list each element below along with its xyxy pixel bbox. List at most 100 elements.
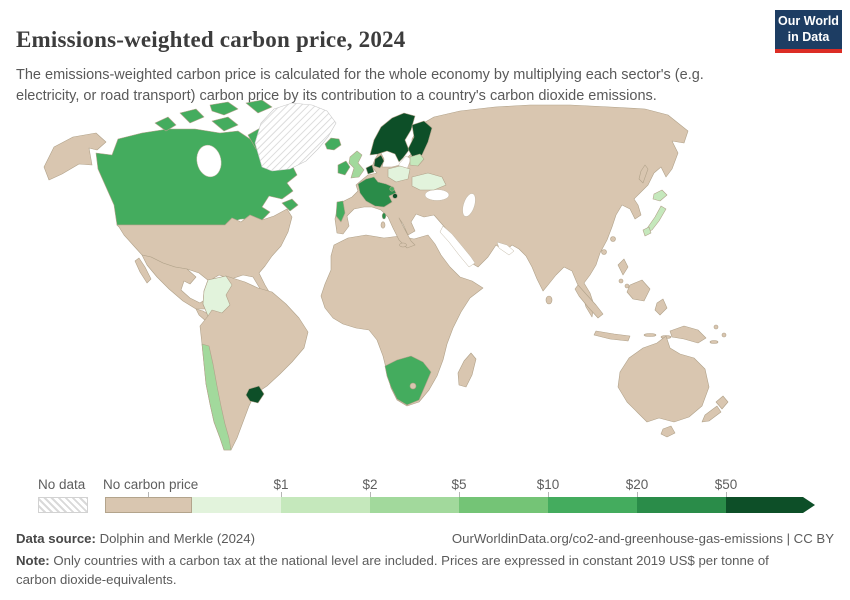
legend-bin-20-50[interactable]	[637, 497, 726, 513]
note-label: Note:	[16, 553, 50, 568]
island-taiwan[interactable]	[610, 236, 616, 242]
owid-logo[interactable]: Our World in Data	[775, 10, 842, 53]
island-sardinia[interactable]	[380, 221, 386, 229]
country-madagascar[interactable]	[457, 352, 477, 388]
country-ireland[interactable]	[337, 160, 351, 176]
country-mexico-baja[interactable]	[134, 257, 152, 284]
chart-subtitle: The emissions-weighted carbon price is c…	[16, 66, 704, 104]
legend-tick-label: $10	[536, 477, 560, 492]
country-netherlands[interactable]	[365, 164, 375, 175]
country-scandinavia[interactable]	[369, 112, 416, 163]
country-canada-newfoundland[interactable]	[281, 198, 299, 212]
legend-tick	[148, 492, 149, 497]
island-corsica[interactable]	[381, 212, 387, 220]
island-sulawesi[interactable]	[654, 298, 668, 316]
island-tasmania[interactable]	[660, 425, 676, 438]
legend-bin-50plus[interactable]	[726, 497, 815, 513]
legend-no-price-swatch[interactable]	[105, 497, 192, 513]
island-solomon[interactable]	[713, 324, 719, 330]
legend-tick-label: $1	[273, 477, 289, 492]
data-source: Data source: Dolphin and Merkle (2024)	[16, 531, 255, 546]
country-japan-hokkaido[interactable]	[652, 189, 668, 202]
country-canada-island[interactable]	[154, 116, 177, 132]
map-legend: No data No carbon price $1 $2 $5 $10 $20 $50	[0, 477, 850, 519]
country-slovenia[interactable]	[389, 186, 395, 192]
country-philippines-island[interactable]	[618, 278, 624, 284]
legend-bin-5-10[interactable]	[459, 497, 548, 513]
legend-tick-label: $5	[451, 477, 467, 492]
island-sakhalin[interactable]	[638, 164, 649, 184]
country-poland[interactable]	[387, 165, 411, 183]
data-source-label: Data source:	[16, 531, 96, 546]
country-switzerland[interactable]	[392, 193, 398, 199]
country-philippines-island[interactable]	[624, 283, 630, 289]
sea-black	[424, 189, 450, 201]
island-borneo[interactable]	[626, 279, 651, 302]
country-chile[interactable]	[201, 343, 232, 451]
island-hainan[interactable]	[601, 249, 607, 255]
legend-tick	[459, 492, 460, 497]
country-baltics[interactable]	[409, 153, 425, 167]
legend-tick-label: $50	[714, 477, 738, 492]
country-japan-kyushu[interactable]	[642, 226, 652, 237]
legend-bin-1-2[interactable]	[281, 497, 370, 513]
country-portugal[interactable]	[335, 200, 346, 223]
legend-no-data-label: No data	[38, 477, 86, 492]
page-title: Emissions-weighted carbon price, 2024	[16, 27, 406, 53]
country-philippines[interactable]	[617, 258, 629, 276]
country-nz-north[interactable]	[715, 395, 729, 410]
country-canada-island[interactable]	[211, 116, 239, 132]
country-denmark[interactable]	[373, 154, 385, 169]
island-vanuatu[interactable]	[721, 332, 727, 338]
country-finland[interactable]	[407, 120, 433, 159]
country-nz-south[interactable]	[701, 405, 722, 423]
sea-hudson-bay	[196, 144, 222, 178]
island-sri-lanka[interactable]	[545, 295, 553, 305]
country-australia[interactable]	[617, 335, 710, 423]
country-uk[interactable]	[348, 150, 365, 179]
legend-bin-2-5[interactable]	[370, 497, 459, 513]
sea-persian-gulf	[496, 241, 515, 256]
country-south-africa[interactable]	[384, 355, 432, 406]
legend-gradient-bar	[192, 497, 815, 513]
island-java[interactable]	[593, 330, 631, 342]
owid-link[interactable]: OurWorldinData.org/co2-and-greenhouse-ga…	[451, 531, 834, 546]
data-source-value: Dolphin and Merkle (2024)	[99, 531, 255, 546]
country-france[interactable]	[357, 176, 397, 208]
island-new-caledonia[interactable]	[709, 340, 719, 344]
legend-tick	[370, 492, 371, 497]
country-canada-island[interactable]	[245, 99, 273, 114]
country-colombia[interactable]	[202, 275, 233, 317]
country-greenland[interactable]	[254, 102, 337, 172]
legend-tick	[637, 492, 638, 497]
owid-logo-line1: Our World	[778, 13, 839, 28]
legend-tick-label: $2	[362, 477, 378, 492]
footer-source-row: Data source: Dolphin and Merkle (2024) O…	[16, 531, 834, 546]
country-alaska[interactable]	[43, 132, 107, 181]
footer-note: Note: Only countries with a carbon tax a…	[16, 552, 796, 589]
country-canada-island[interactable]	[179, 108, 205, 124]
country-ukraine[interactable]	[411, 172, 447, 191]
legend-tick	[726, 492, 727, 497]
country-lesotho[interactable]	[409, 382, 417, 390]
legend-no-price-label: No carbon price	[103, 477, 199, 492]
legend-tick	[281, 492, 282, 497]
legend-bin-lt1[interactable]	[192, 497, 281, 513]
note-text: Only countries with a carbon tax at the …	[16, 553, 769, 587]
country-uruguay[interactable]	[245, 385, 265, 404]
island-lesser-sunda[interactable]	[643, 333, 657, 337]
legend-tick-label: $20	[625, 477, 649, 492]
region-south-america[interactable]	[199, 275, 309, 451]
island-sumatra[interactable]	[574, 284, 604, 319]
country-mexico[interactable]	[141, 254, 215, 310]
legend-tick	[548, 492, 549, 497]
legend-bin-10-20[interactable]	[548, 497, 637, 513]
country-canada-island[interactable]	[209, 101, 239, 116]
sea-caspian	[462, 193, 476, 217]
legend-no-data-swatch[interactable]	[38, 497, 88, 513]
island-sicily[interactable]	[399, 242, 407, 248]
country-iceland[interactable]	[324, 137, 342, 151]
island-new-guinea[interactable]	[669, 325, 707, 344]
region-africa[interactable]	[320, 234, 484, 407]
